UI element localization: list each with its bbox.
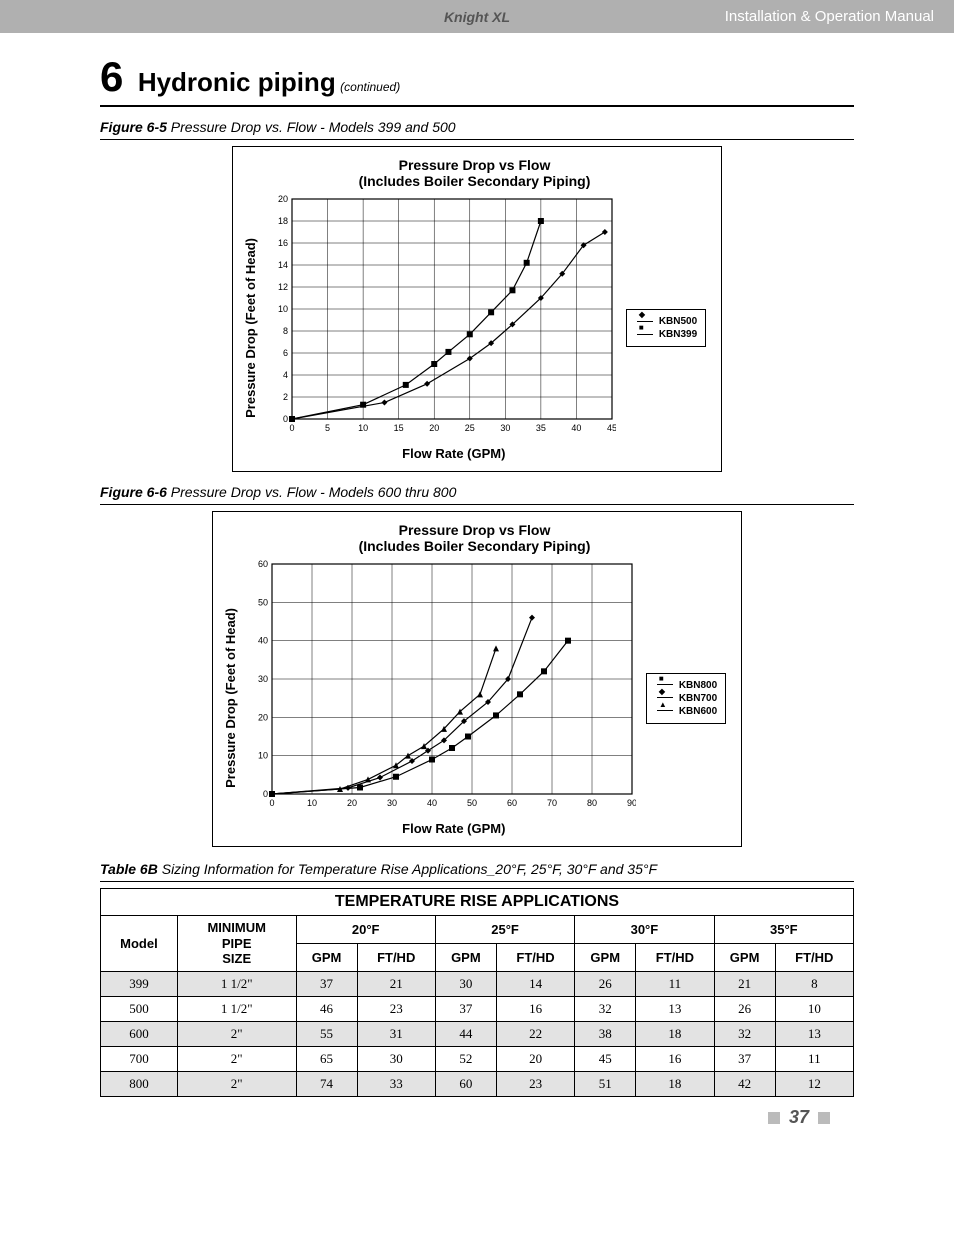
svg-text:8: 8 xyxy=(283,326,288,336)
svg-text:14: 14 xyxy=(278,260,288,270)
figure65-caption: Pressure Drop vs. Flow - Models 399 and … xyxy=(171,119,456,135)
table-row: 8002"7433602351184212 xyxy=(101,1071,854,1096)
figure66-ylabel: Pressure Drop (Feet of Head) xyxy=(223,608,238,788)
table6b-caption: Sizing Information for Temperature Rise … xyxy=(162,861,657,877)
svg-text:80: 80 xyxy=(587,798,597,808)
section-heading: 6 Hydronic piping (continued) xyxy=(100,53,854,107)
svg-text:4: 4 xyxy=(283,370,288,380)
col-temp: 25°F xyxy=(435,916,574,944)
figure65-svg: 0 5 10 15 20 25 30 35 40 45 0 2 4 6 8 10 12 14 16 18 20 xyxy=(262,195,616,437)
page-content: 6 Hydronic piping (continued) Figure 6-5… xyxy=(0,53,954,1148)
figure65-title1: Pressure Drop vs Flow xyxy=(399,157,551,173)
svg-text:10: 10 xyxy=(278,304,288,314)
svg-text:20: 20 xyxy=(347,798,357,808)
col-sub: FT/HD xyxy=(775,943,853,971)
table-row: 5001 1/2"4623371632132610 xyxy=(101,996,854,1021)
col-temp: 30°F xyxy=(575,916,714,944)
svg-text:0: 0 xyxy=(283,414,288,424)
figure66-title2: (Includes Boiler Secondary Piping) xyxy=(359,538,591,554)
col-pipe: MINIMUMPIPESIZE xyxy=(177,916,296,972)
figure65-legend: ◆KBN500 ■KBN399 xyxy=(626,309,706,347)
figure66-xlabel: Flow Rate (GPM) xyxy=(272,821,636,836)
col-sub: GPM xyxy=(575,943,636,971)
figure66-caption: Pressure Drop vs. Flow - Models 600 thru… xyxy=(171,484,457,500)
svg-text:30: 30 xyxy=(387,798,397,808)
legend-item: ◆KBN500 xyxy=(635,316,697,327)
header-title: Installation & Operation Manual xyxy=(725,8,934,25)
page-decor-icon xyxy=(818,1112,830,1124)
svg-text:30: 30 xyxy=(258,674,268,684)
svg-text:12: 12 xyxy=(278,282,288,292)
table-row: 3991 1/2"372130142611218 xyxy=(101,971,854,996)
col-sub: GPM xyxy=(296,943,357,971)
figure65-ylabel: Pressure Drop (Feet of Head) xyxy=(243,238,258,418)
svg-text:16: 16 xyxy=(278,238,288,248)
col-sub: FT/HD xyxy=(357,943,435,971)
figure65-chart: Pressure Drop vs Flow (Includes Boiler S… xyxy=(232,146,722,472)
figure66-svg: 0 10 20 30 40 50 60 70 80 90 0 10 20 30 40 50 60 xyxy=(242,560,636,812)
figure65-xlabel: Flow Rate (GPM) xyxy=(292,446,616,461)
brand-logo: Knight XL xyxy=(444,9,510,25)
svg-text:40: 40 xyxy=(571,423,581,433)
figure65-label: Figure 6-5 xyxy=(100,119,167,135)
svg-text:35: 35 xyxy=(536,423,546,433)
figure66-legend: ■KBN800◆KBN700▲KBN600 xyxy=(646,673,726,724)
figure66-caption-row: Figure 6-6 Pressure Drop vs. Flow - Mode… xyxy=(100,484,854,505)
section-number: 6 xyxy=(100,53,123,100)
svg-text:20: 20 xyxy=(429,423,439,433)
table-row: 6002"5531442238183213 xyxy=(101,1021,854,1046)
table6b: TEMPERATURE RISE APPLICATIONSModelMINIMU… xyxy=(100,888,854,1097)
col-temp: 20°F xyxy=(296,916,435,944)
section-title-text: Hydronic piping xyxy=(138,67,336,97)
svg-text:10: 10 xyxy=(358,423,368,433)
svg-text:60: 60 xyxy=(507,798,517,808)
svg-text:0: 0 xyxy=(263,789,268,799)
svg-text:50: 50 xyxy=(467,798,477,808)
svg-text:15: 15 xyxy=(393,423,403,433)
svg-text:70: 70 xyxy=(547,798,557,808)
legend-item: ▲KBN600 xyxy=(655,706,717,717)
col-sub: FT/HD xyxy=(636,943,714,971)
figure66-chart: Pressure Drop vs Flow (Includes Boiler S… xyxy=(212,511,742,847)
svg-text:40: 40 xyxy=(258,636,268,646)
svg-text:6: 6 xyxy=(283,348,288,358)
figure65-title2: (Includes Boiler Secondary Piping) xyxy=(359,173,591,189)
col-model: Model xyxy=(101,916,178,972)
svg-text:25: 25 xyxy=(465,423,475,433)
svg-text:10: 10 xyxy=(307,798,317,808)
col-sub: GPM xyxy=(435,943,496,971)
svg-text:20: 20 xyxy=(258,712,268,722)
col-temp: 35°F xyxy=(714,916,853,944)
legend-item: ■KBN399 xyxy=(635,329,697,340)
svg-text:0: 0 xyxy=(269,798,274,808)
col-sub: FT/HD xyxy=(496,943,574,971)
page-number: 37 xyxy=(789,1107,809,1127)
svg-text:60: 60 xyxy=(258,560,268,569)
figure66-label: Figure 6-6 xyxy=(100,484,167,500)
svg-text:5: 5 xyxy=(325,423,330,433)
section-continued: (continued) xyxy=(340,80,400,94)
table-title: TEMPERATURE RISE APPLICATIONS xyxy=(101,889,854,916)
svg-text:18: 18 xyxy=(278,216,288,226)
svg-text:40: 40 xyxy=(427,798,437,808)
svg-text:50: 50 xyxy=(258,597,268,607)
page-number-row: 37 xyxy=(100,1107,854,1128)
header-bar: Knight XL Installation & Operation Manua… xyxy=(0,0,954,33)
figure66-title1: Pressure Drop vs Flow xyxy=(399,522,551,538)
table6b-caption-row: Table 6B Sizing Information for Temperat… xyxy=(100,861,854,882)
svg-text:0: 0 xyxy=(289,423,294,433)
svg-text:10: 10 xyxy=(258,751,268,761)
table6b-label: Table 6B xyxy=(100,861,158,877)
col-sub: GPM xyxy=(714,943,775,971)
svg-text:90: 90 xyxy=(627,798,636,808)
svg-text:2: 2 xyxy=(283,392,288,402)
figure65-caption-row: Figure 6-5 Pressure Drop vs. Flow - Mode… xyxy=(100,119,854,140)
table-row: 7002"6530522045163711 xyxy=(101,1046,854,1071)
svg-text:20: 20 xyxy=(278,195,288,204)
svg-text:45: 45 xyxy=(607,423,616,433)
page-decor-icon xyxy=(768,1112,780,1124)
svg-text:30: 30 xyxy=(500,423,510,433)
